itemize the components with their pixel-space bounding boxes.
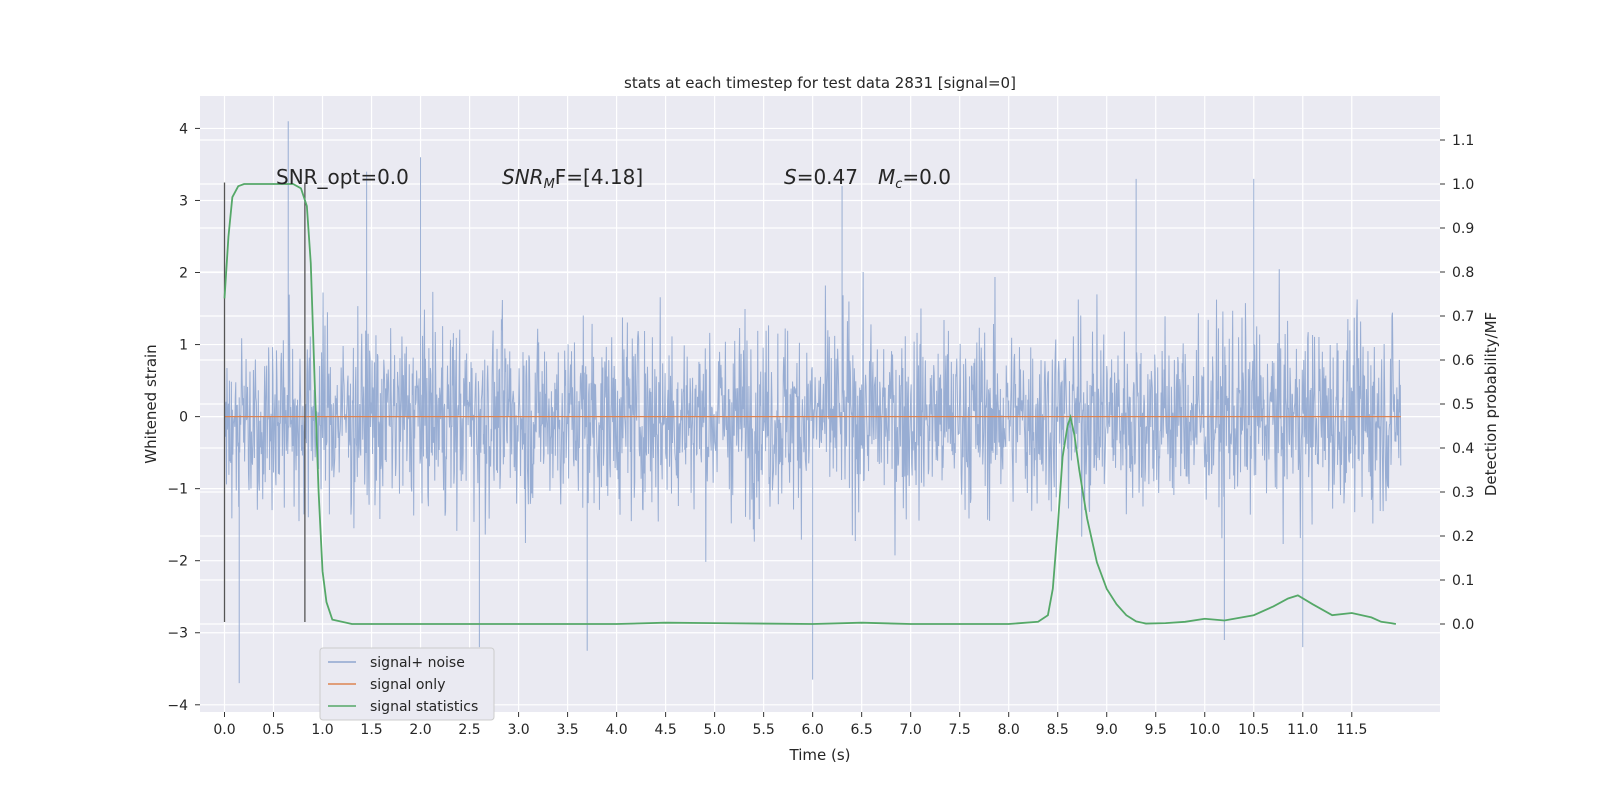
signal-noise-series [224,121,1402,684]
y-tick-label: 0 [179,410,188,426]
annotation-mc-rest: =0.0 [902,165,951,189]
annotation-snr-mf-sub: M [544,177,555,192]
y-tick-label: −3 [167,626,188,642]
annotation-mc-sub: c [895,177,902,192]
y-right-tick-label: 0.6 [1452,353,1474,369]
y-tick-label: −1 [167,482,188,498]
x-tick-label: 6.0 [802,722,824,738]
legend-label-signal-only: signal only [370,677,445,693]
x-tick-label: 11.0 [1287,722,1318,738]
y-right-tick-label: 1.1 [1452,133,1474,149]
legend: signal+ noise signal only signal statist… [319,647,495,721]
legend-label-signal-noise: signal+ noise [370,655,465,671]
x-tick-label: 3.0 [507,722,529,738]
x-tick-label: 11.5 [1336,722,1367,738]
legend-label-signal-statistics: signal statistics [370,699,478,715]
y-right-tick-label: 0.3 [1452,485,1474,501]
x-tick-label: 10.5 [1238,722,1269,738]
x-tick-label: 9.5 [1145,722,1167,738]
annotation-snr-mf-rest: F=[4.18] [555,165,643,189]
chart-title: stats at each timestep for test data 283… [624,74,1016,92]
x-tick-label: 10.0 [1189,722,1220,738]
y-right-axis-label: Detection probability/MF [1482,312,1500,496]
signal-statistics-line [223,183,1397,625]
x-tick-labels: 0.0 0.5 1.0 1.5 2.0 2.5 3.0 3.5 4.0 4.5 5.0 5.5 6.0 6… [213,712,1367,738]
x-tick-label: 8.5 [1047,722,1069,738]
x-tick-label: 7.0 [900,722,922,738]
legend-box [319,647,495,721]
y-tick-labels: −4 −3 −2 −1 0 1 2 3 4 [167,121,200,714]
annotation-snr-mf: SNRMF=[4.18] [502,165,643,192]
y-tick-label: 2 [179,266,188,282]
y-tick-label: 4 [179,121,188,137]
x-tick-label: 2.5 [458,722,480,738]
annotation-mc: Mc=0.0 [878,165,951,192]
x-tick-label: 1.0 [311,722,333,738]
y-right-tick-label: 0.2 [1452,529,1474,545]
y-right-tick-label: 1.0 [1452,177,1474,193]
x-tick-label: 4.0 [605,722,627,738]
y-tick-label: −2 [167,554,188,570]
y-right-tick-labels: 0.0 0.1 0.2 0.3 0.4 0.5 0.6 0.7 0.8 0.9 1.0 1.1 [1440,133,1474,633]
y-tick-label: 1 [179,338,188,354]
x-tick-label: 0.0 [213,722,235,738]
annotation-s-rest: =0.47 [797,165,858,189]
x-tick-label: 6.5 [851,722,873,738]
y-right-tick-label: 0.5 [1452,397,1474,413]
annotation-s: S=0.47 [784,165,858,189]
y-right-tick-label: 0.7 [1452,309,1474,325]
y-right-tick-label: 0.0 [1452,617,1474,633]
x-axis-label: Time (s) [789,746,851,764]
x-tick-label: 5.0 [703,722,725,738]
x-tick-label: 9.0 [1096,722,1118,738]
signal-statistics-series [223,183,1397,625]
x-tick-label: 3.5 [556,722,578,738]
x-tick-label: 5.5 [753,722,775,738]
y-right-tick-label: 0.9 [1452,221,1474,237]
x-tick-label: 1.5 [360,722,382,738]
x-tick-label: 4.5 [654,722,676,738]
y-right-tick-label: 0.4 [1452,441,1474,457]
annotation-mc-main: M [878,165,895,189]
y-axis-label: Whitened strain [142,344,160,463]
y-right-tick-label: 0.1 [1452,573,1474,589]
x-tick-label: 8.0 [998,722,1020,738]
y-tick-label: −4 [167,698,188,714]
signal-noise-line [224,121,1402,684]
annotation-s-main: S [784,165,797,189]
annotation-snr-mf-main: SNR [502,165,544,189]
y-right-tick-label: 0.8 [1452,265,1474,281]
y-tick-label: 3 [179,193,188,209]
x-tick-label: 7.5 [949,722,971,738]
window-markers [223,182,306,622]
annotation-snr-opt: SNR_opt=0.0 [276,165,409,189]
x-tick-label: 0.5 [262,722,284,738]
x-tick-label: 2.0 [409,722,431,738]
